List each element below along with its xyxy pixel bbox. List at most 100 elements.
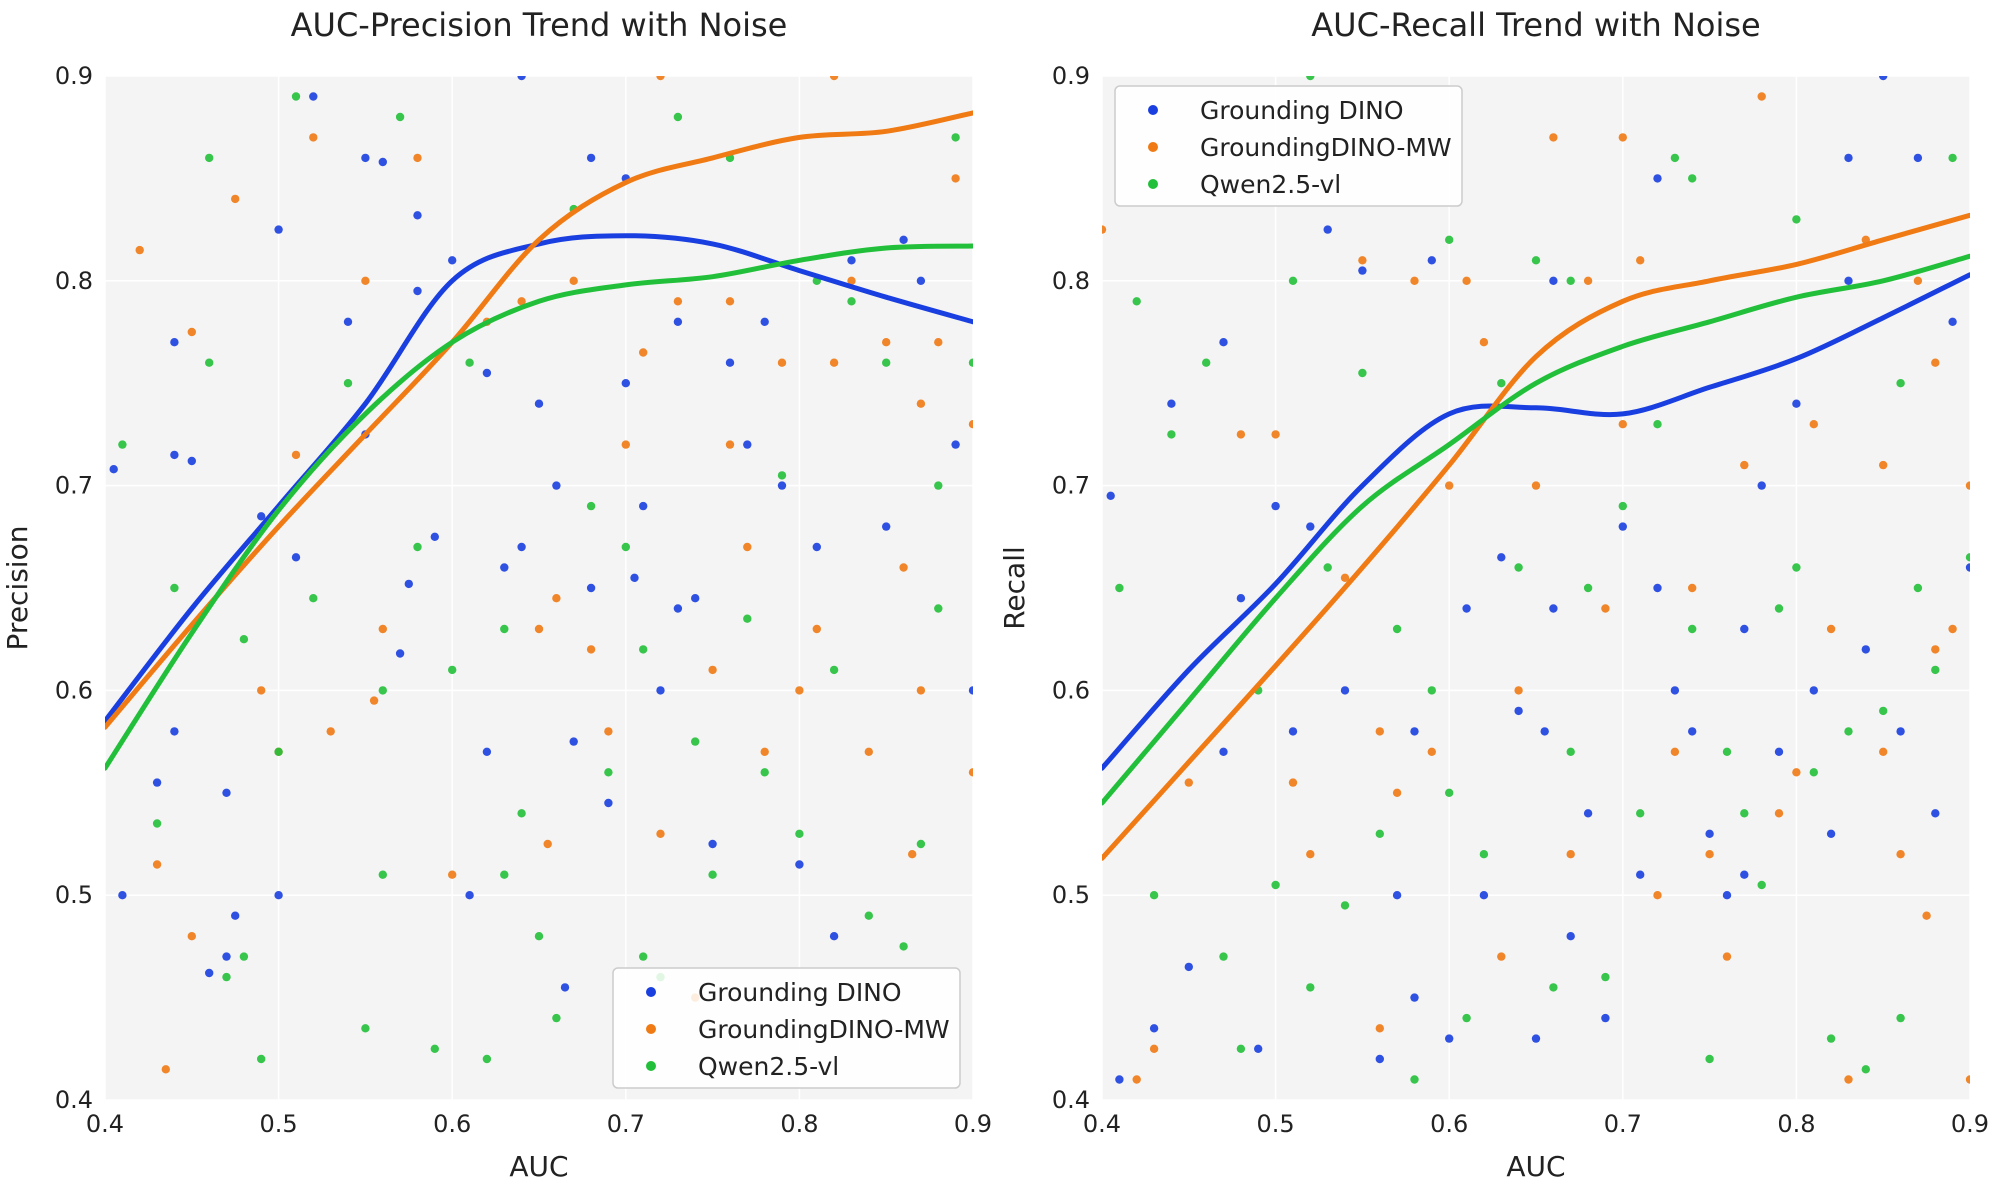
point-grounding-dino bbox=[1844, 153, 1853, 163]
point-qwen2-5-vl bbox=[1306, 76, 1315, 81]
point-qwen2-5-vl bbox=[1219, 952, 1228, 961]
point-groundingdino-mw bbox=[1688, 583, 1697, 593]
point-grounding-dino bbox=[448, 256, 457, 265]
point-qwen2-5-vl bbox=[1167, 430, 1176, 439]
point-groundingdino-mw bbox=[916, 399, 926, 408]
point-qwen2-5-vl bbox=[1792, 563, 1801, 572]
point-grounding-dino bbox=[1566, 932, 1575, 941]
point-groundingdino-mw bbox=[777, 358, 787, 367]
point-grounding-dino bbox=[1705, 829, 1714, 838]
point-grounding-dino bbox=[430, 532, 439, 541]
point-qwen2-5-vl bbox=[552, 1013, 561, 1023]
point-grounding-dino bbox=[829, 932, 839, 941]
point-groundingdino-mw bbox=[534, 624, 544, 634]
point-grounding-dino bbox=[1826, 829, 1836, 838]
plot-area bbox=[105, 76, 973, 1100]
y-tick-label: 0.7 bbox=[55, 472, 93, 500]
point-groundingdino-mw bbox=[1340, 573, 1350, 582]
point-grounding-dino bbox=[1965, 563, 1970, 572]
point-groundingdino-mw bbox=[1618, 133, 1628, 142]
trend-line-grounding-dino bbox=[1102, 272, 1970, 771]
point-groundingdino-mw bbox=[1922, 911, 1931, 920]
point-grounding-dino bbox=[1931, 809, 1940, 818]
point-groundingdino-mw bbox=[916, 686, 926, 695]
point-grounding-dino bbox=[1688, 727, 1697, 736]
legend-box bbox=[1114, 85, 1463, 207]
point-grounding-dino bbox=[274, 225, 283, 234]
point-groundingdino-mw bbox=[152, 860, 162, 869]
point-grounding-dino bbox=[1601, 1013, 1610, 1023]
point-grounding-dino bbox=[604, 798, 613, 808]
point-grounding-dino bbox=[1358, 266, 1367, 275]
point-groundingdino-mw bbox=[639, 348, 648, 357]
point-groundingdino-mw bbox=[1410, 276, 1419, 285]
x-tick-label: 0.4 bbox=[86, 1110, 124, 1138]
point-qwen2-5-vl bbox=[1792, 215, 1801, 224]
x-tick-label: 0.8 bbox=[1777, 1110, 1815, 1138]
point-grounding-dino bbox=[1653, 583, 1662, 593]
y-axis-label: Recall bbox=[998, 546, 1031, 630]
point-groundingdino-mw bbox=[934, 338, 943, 347]
point-groundingdino-mw bbox=[187, 327, 196, 337]
point-qwen2-5-vl bbox=[1323, 563, 1332, 572]
point-grounding-dino bbox=[1913, 153, 1923, 163]
point-grounding-dino bbox=[1809, 686, 1819, 695]
point-groundingdino-mw bbox=[413, 153, 422, 163]
point-grounding-dino bbox=[1896, 727, 1905, 736]
point-groundingdino-mw bbox=[1149, 1044, 1159, 1054]
point-grounding-dino bbox=[118, 891, 127, 900]
point-groundingdino-mw bbox=[829, 358, 839, 367]
point-grounding-dino bbox=[1219, 747, 1228, 756]
point-qwen2-5-vl bbox=[1566, 276, 1575, 285]
legend-marker-grounding-dino bbox=[1148, 105, 1158, 115]
point-grounding-dino bbox=[1879, 76, 1888, 81]
point-qwen2-5-vl bbox=[777, 471, 787, 480]
point-groundingdino-mw bbox=[1965, 481, 1970, 490]
point-groundingdino-mw bbox=[1236, 430, 1246, 439]
point-qwen2-5-vl bbox=[309, 594, 318, 603]
point-groundingdino-mw bbox=[1392, 788, 1402, 797]
point-groundingdino-mw bbox=[1705, 850, 1714, 859]
point-grounding-dino bbox=[1618, 522, 1628, 531]
legend-marker-groundingdino-mw bbox=[646, 1024, 656, 1034]
point-qwen2-5-vl bbox=[1115, 583, 1124, 593]
point-qwen2-5-vl bbox=[1392, 624, 1402, 634]
point-qwen2-5-vl bbox=[899, 942, 908, 951]
point-qwen2-5-vl bbox=[829, 665, 839, 675]
point-grounding-dino bbox=[882, 522, 891, 531]
legend-label-groundingdino-mw: GroundingDINO-MW bbox=[698, 1015, 950, 1044]
point-grounding-dino bbox=[1653, 174, 1662, 183]
point-groundingdino-mw bbox=[448, 870, 457, 879]
point-qwen2-5-vl bbox=[1948, 153, 1957, 163]
point-qwen2-5-vl bbox=[1288, 276, 1298, 285]
point-groundingdino-mw bbox=[569, 276, 578, 285]
point-grounding-dino bbox=[231, 911, 240, 920]
point-groundingdino-mw bbox=[673, 297, 683, 306]
point-groundingdino-mw bbox=[1566, 850, 1575, 859]
point-grounding-dino bbox=[656, 686, 665, 695]
point-qwen2-5-vl bbox=[448, 665, 457, 675]
point-qwen2-5-vl bbox=[205, 358, 214, 367]
point-groundingdino-mw bbox=[951, 174, 960, 183]
point-grounding-dino bbox=[847, 256, 856, 265]
point-groundingdino-mw bbox=[1965, 1075, 1970, 1084]
y-tick-label: 0.4 bbox=[1052, 1086, 1090, 1114]
plot-marks bbox=[1102, 76, 1970, 1084]
point-grounding-dino bbox=[1740, 624, 1749, 634]
point-groundingdino-mw bbox=[231, 194, 240, 204]
legend-label-grounding-dino: Grounding DINO bbox=[698, 978, 902, 1007]
point-grounding-dino bbox=[1236, 594, 1246, 603]
point-groundingdino-mw bbox=[656, 76, 665, 81]
point-qwen2-5-vl bbox=[534, 932, 544, 941]
point-groundingdino-mw bbox=[1375, 727, 1385, 736]
point-groundingdino-mw bbox=[291, 450, 301, 460]
legend-label-qwen2-5-vl: Qwen2.5-vl bbox=[698, 1052, 839, 1081]
point-groundingdino-mw bbox=[1549, 133, 1558, 142]
point-grounding-dino bbox=[968, 686, 973, 695]
point-grounding-dino bbox=[482, 747, 492, 756]
point-qwen2-5-vl bbox=[1670, 153, 1680, 163]
point-qwen2-5-vl bbox=[1913, 583, 1923, 593]
point-grounding-dino bbox=[1410, 727, 1419, 736]
point-groundingdino-mw bbox=[369, 696, 379, 705]
